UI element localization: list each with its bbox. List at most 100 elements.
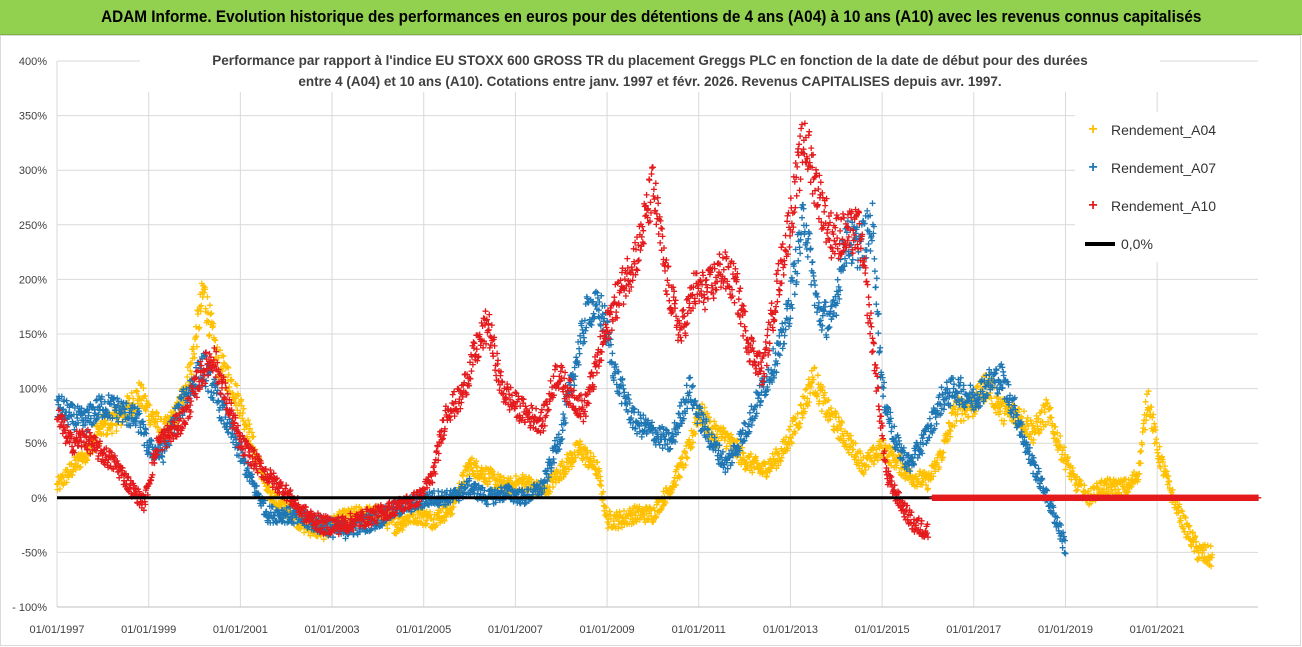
data-point (184, 374, 191, 380)
data-point (943, 379, 950, 386)
data-point (804, 253, 811, 260)
data-point (1081, 482, 1088, 489)
data-point (320, 536, 327, 543)
data-point (106, 424, 113, 431)
data-point (135, 393, 142, 399)
data-point (109, 422, 116, 429)
data-point (221, 361, 228, 367)
data-point (188, 359, 195, 366)
data-point (576, 350, 583, 357)
data-point (235, 392, 242, 399)
report-title: ADAM Informe. Evolution historique des p… (100, 7, 1202, 26)
x-tick-label-1: 01/01/1999 (121, 624, 176, 636)
data-point (1142, 398, 1149, 405)
data-point (787, 423, 794, 430)
data-point (775, 350, 782, 357)
data-point (113, 428, 120, 434)
data-point (560, 411, 567, 418)
chart-frame (0, 35, 1301, 646)
data-point (867, 248, 874, 254)
data-point (873, 301, 880, 308)
y-tick-label-5: 150% (19, 329, 47, 341)
data-point (848, 260, 855, 267)
data-point (56, 486, 63, 492)
data-point (225, 371, 232, 378)
data-point (217, 347, 224, 354)
data-point (211, 336, 218, 343)
data-point (197, 308, 204, 315)
data-point (687, 374, 694, 381)
data-point (192, 334, 199, 341)
data-point (799, 414, 806, 421)
y-tick-label-10: - 100% (12, 602, 47, 614)
data-point (239, 410, 246, 417)
data-point (609, 350, 616, 357)
data-point (234, 407, 241, 414)
y-tick-label-8: 0% (31, 493, 47, 505)
data-point (683, 382, 690, 389)
data-point (779, 320, 786, 327)
data-point (193, 333, 200, 340)
data-point (153, 410, 160, 416)
x-tick-label-4: 01/01/2005 (396, 624, 451, 636)
data-point (202, 286, 209, 293)
data-point (142, 393, 149, 399)
y-tick-label-7: 50% (25, 438, 47, 450)
data-point (228, 376, 235, 383)
data-point (666, 446, 673, 453)
data-point (201, 289, 208, 296)
y-tick-label-2: 300% (19, 165, 47, 177)
data-point (871, 268, 878, 275)
data-point (813, 290, 820, 297)
x-tick-label-6: 01/01/2009 (580, 624, 635, 636)
data-point (214, 344, 221, 351)
data-point (77, 463, 84, 470)
x-tick-label-0: 01/01/1997 (29, 624, 84, 636)
x-tick-label-3: 01/01/2003 (305, 624, 360, 636)
data-point (102, 417, 109, 424)
data-point (690, 382, 696, 389)
data-point (154, 418, 161, 425)
data-point (869, 200, 876, 207)
y-tick-label-6: 100% (19, 384, 47, 396)
data-point (684, 455, 691, 462)
data-point (224, 363, 231, 370)
data-point (689, 405, 696, 412)
data-point (926, 415, 933, 422)
data-point (215, 354, 222, 361)
data-point (842, 255, 848, 262)
data-point (593, 288, 599, 295)
data-point (797, 250, 804, 257)
y-tick-label-4: 200% (19, 274, 47, 286)
data-point (137, 382, 144, 389)
data-point (72, 457, 79, 464)
data-point (63, 479, 70, 486)
y-tick-label-3: 250% (19, 220, 47, 232)
data-point (247, 425, 253, 432)
data-point (187, 367, 194, 374)
data-point (1138, 448, 1145, 454)
data-point (76, 464, 83, 471)
x-tick-label-5: 01/01/2007 (488, 624, 543, 636)
x-tick-label-9: 01/01/2015 (855, 624, 910, 636)
x-tick-label-10: 01/01/2017 (946, 624, 1001, 636)
data-point (799, 214, 805, 221)
data-point (802, 386, 809, 393)
data-point (880, 393, 887, 400)
x-tick-label-11: 01/01/2019 (1038, 624, 1093, 636)
data-point (96, 425, 103, 432)
data-point (210, 320, 217, 327)
data-point (134, 388, 141, 395)
data-point (238, 396, 245, 403)
data-point (196, 324, 203, 331)
data-point (872, 284, 879, 291)
data-point (814, 309, 820, 316)
data-point (245, 417, 252, 424)
performance-chart: 400%350%300%250%200%150%100%50%0%-50%- 1… (0, 35, 1301, 646)
x-tick-label-7: 01/01/2011 (672, 624, 726, 636)
data-point (225, 364, 232, 371)
data-point (1062, 550, 1069, 557)
data-point (967, 382, 974, 389)
data-point (746, 409, 753, 416)
data-point (573, 354, 580, 361)
